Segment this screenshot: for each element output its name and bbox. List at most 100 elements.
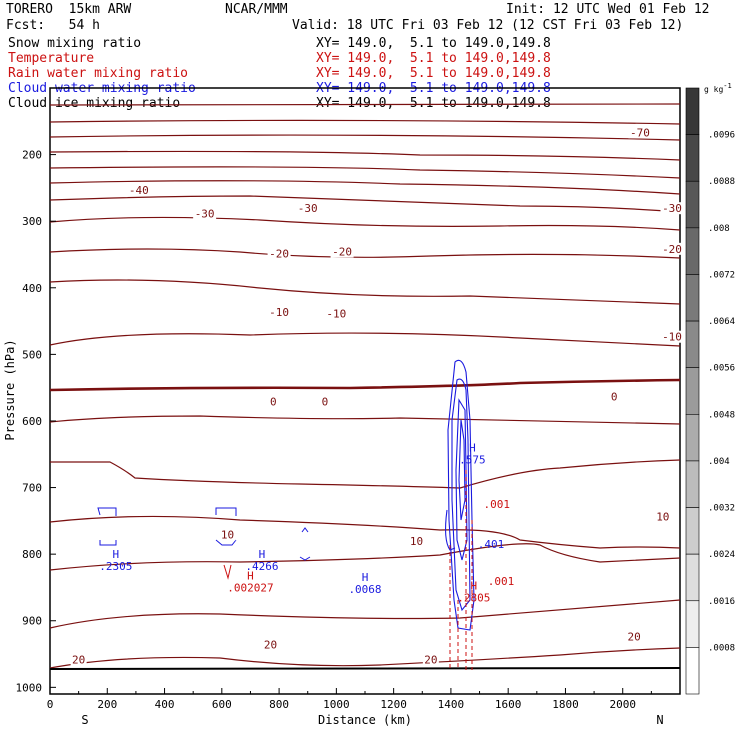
temp-contour-label: -40 [129,184,149,197]
temp-contour-label: -20 [662,243,682,256]
x-tick-label: 1800 [552,698,579,711]
isotherm-line [49,134,681,141]
forecast-hour: Fcst: 54 h [6,18,100,33]
x-tick-label: 600 [212,698,232,711]
y-tick-label: 400 [22,282,42,295]
maximum-marker-value: .401 [478,538,505,551]
temp-label-bg [296,202,320,215]
colorbar-tick-label: .0016 [708,597,735,607]
isotherm-line [49,599,681,629]
colorbar-bin [685,647,700,695]
colorbar-tick-label: .0008 [708,643,735,653]
temp-contour-label: -30 [195,208,215,221]
colorbar-bin [685,507,700,555]
temp-contour-label: 10 [410,535,423,548]
temp-label-bg [320,395,330,408]
maximum-marker-value: .002027 [227,581,273,594]
colorbar-tick-label: .004 [708,457,730,467]
temp-contour-label: 20 [72,654,85,667]
colorbar-bin [685,87,700,135]
isotherm-line [49,415,681,425]
isotherm-line [49,216,681,231]
temp-label-bg [609,390,619,403]
temp-contour-label: 20 [424,654,437,667]
temp-label-bg [267,247,291,260]
x-tick-label: 1600 [495,698,522,711]
isotherm-line [49,150,681,161]
temp-contour-label: -10 [269,306,289,319]
legend-rain: Rain water mixing ratio [8,66,189,81]
x-tick-label: 2000 [609,698,636,711]
colorbar: .0096 .0088 .008 .0072 .0064 .0056 .0048 .004 .0… [685,87,735,695]
cloud-water-contour [447,359,475,631]
isotherm-line [50,459,681,489]
maximum-marker-letter: H [469,442,476,455]
maximum-marker-value: .0068 [348,583,381,596]
valid-time: Valid: 18 UTC Fri 03 Feb 12 (12 CST Fri … [292,18,684,33]
cloud-feature-outline [99,540,117,546]
legend-cloud-ice-xy: XY= 149.0, 5.1 to 149.0,149.8 [316,96,551,111]
isotherm-line [49,248,681,259]
cloud-feature-outline [215,507,237,516]
cloud-water-contours [444,359,475,631]
legend-temperature-xy: XY= 149.0, 5.1 to 149.0,149.8 [316,51,551,66]
maximum-marker-letter: H [362,571,369,584]
colorbar-bin [685,414,700,462]
temp-label-bg [70,653,87,666]
temp-contour-label: 20 [264,638,277,651]
temp-label-bg [654,510,671,523]
temp-label-bg [268,395,278,408]
colorbar-tick-label: .0072 [708,270,735,280]
isotherm-line [49,180,681,195]
temp-contour-label: -10 [326,307,346,320]
isotherm-line [49,103,681,106]
surface-line [49,667,681,670]
x-tick-label: 400 [155,698,175,711]
temp-contour-label: -70 [630,126,650,139]
maximum-marker-value: .2305 [99,560,132,573]
x-axis-right-end-label: N [656,713,663,727]
y-tick-label: 600 [22,415,42,428]
isotherm-line [49,166,681,179]
temp-contour-label: -20 [269,247,289,260]
colorbar-tick-label: .0064 [708,317,735,327]
isotherm-line [49,515,681,549]
isotherm-line [49,543,681,571]
isotherm-line [49,647,681,669]
temp-contour-label: 10 [221,529,234,542]
y-tick-label: 1000 [16,681,43,694]
temp-contour-label: -30 [298,202,318,215]
model-title: TORERO 15km ARW [6,2,132,17]
legend-snow: Snow mixing ratio [8,36,142,51]
colorbar-tick-label: .0024 [708,550,735,560]
rain-water-contours [449,470,473,670]
colorbar-bin [685,367,700,415]
maximum-marker-value: .001 [483,498,510,511]
colorbar-unit: g kg-1 [704,82,732,94]
colorbar-bin [685,320,700,368]
temp-label-bg [660,202,684,215]
isotherm-line [49,279,681,305]
temp-contour-label: 20 [628,630,641,643]
isotherm-line [49,195,681,213]
cloud-feature-outline [301,527,309,533]
colorbar-tick-label: .0032 [708,504,735,514]
temp-contour-label: 0 [322,395,329,408]
colorbar-tick-label: .0096 [708,131,735,141]
temp-label-bg [408,535,425,548]
cloud-water-contour [444,509,456,551]
isotherm-lines [49,103,681,669]
x-tick-label: 0 [47,698,54,711]
temp-label-bg [127,184,151,197]
maximum-marker-letter: H [113,548,120,561]
cloud-feature-outline [97,507,117,516]
colorbar-bin [685,180,700,229]
x-tick-label: 1200 [380,698,407,711]
y-tick-label: 200 [22,149,42,162]
legend-temperature: Temperature [8,51,95,66]
temp-contour-label: 0 [611,391,618,404]
cloud-water-contour [455,398,468,561]
temp-contour-label: -30 [662,202,682,215]
maxima-markers: H.2305H.4266H.002027H.0068H.575.001.401.… [99,442,514,605]
